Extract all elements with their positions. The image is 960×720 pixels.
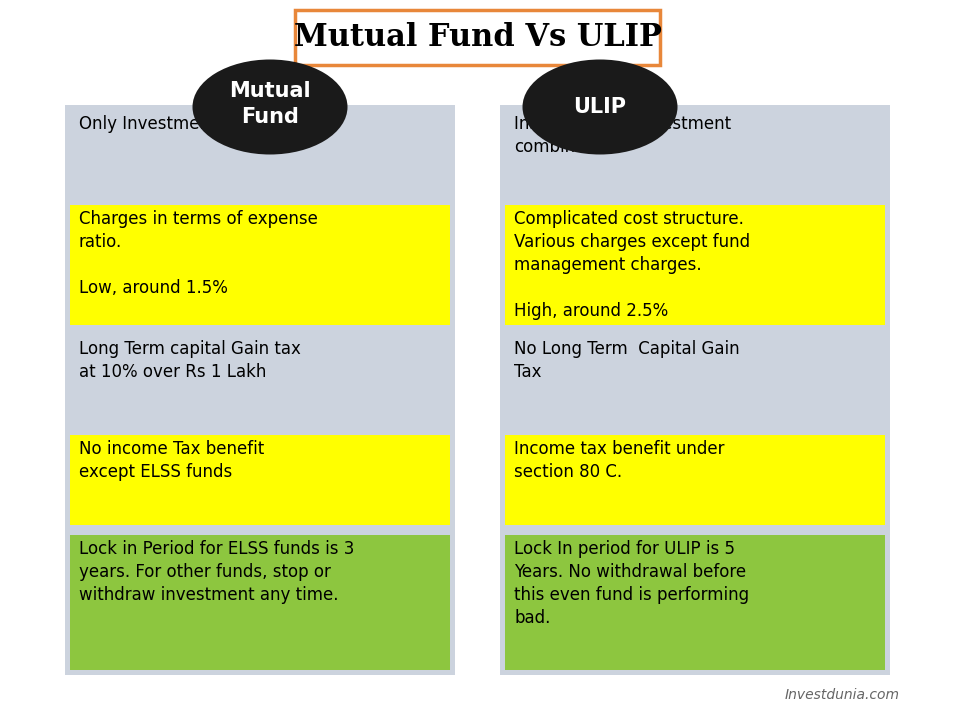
Ellipse shape	[193, 60, 348, 155]
Text: Insurance and investment
combined: Insurance and investment combined	[514, 115, 732, 156]
Text: Long Term capital Gain tax
at 10% over Rs 1 Lakh: Long Term capital Gain tax at 10% over R…	[79, 340, 300, 381]
FancyBboxPatch shape	[70, 435, 450, 525]
Text: Charges in terms of expense
ratio.

Low, around 1.5%: Charges in terms of expense ratio. Low, …	[79, 210, 318, 297]
Text: Lock in Period for ELSS funds is 3
years. For other funds, stop or
withdraw inve: Lock in Period for ELSS funds is 3 years…	[79, 540, 354, 604]
Text: No income Tax benefit
except ELSS funds: No income Tax benefit except ELSS funds	[79, 440, 264, 481]
FancyBboxPatch shape	[505, 205, 885, 325]
Text: Investdunia.com: Investdunia.com	[785, 688, 900, 702]
FancyBboxPatch shape	[500, 105, 890, 675]
FancyBboxPatch shape	[65, 105, 455, 675]
FancyBboxPatch shape	[505, 535, 885, 670]
Ellipse shape	[522, 60, 678, 155]
Text: Only Investment: Only Investment	[79, 115, 217, 133]
Text: Lock In period for ULIP is 5
Years. No withdrawal before
this even fund is perfo: Lock In period for ULIP is 5 Years. No w…	[514, 540, 749, 626]
FancyBboxPatch shape	[70, 205, 450, 325]
Text: ULIP: ULIP	[573, 97, 627, 117]
FancyBboxPatch shape	[70, 535, 450, 670]
Text: Mutual
Fund: Mutual Fund	[229, 81, 311, 127]
Text: Complicated cost structure.
Various charges except fund
management charges.

Hig: Complicated cost structure. Various char…	[514, 210, 750, 320]
Text: No Long Term  Capital Gain
Tax: No Long Term Capital Gain Tax	[514, 340, 739, 381]
FancyBboxPatch shape	[295, 10, 660, 65]
Text: Mutual Fund Vs ULIP: Mutual Fund Vs ULIP	[294, 22, 661, 53]
FancyBboxPatch shape	[505, 435, 885, 525]
Text: Income tax benefit under
section 80 C.: Income tax benefit under section 80 C.	[514, 440, 725, 481]
